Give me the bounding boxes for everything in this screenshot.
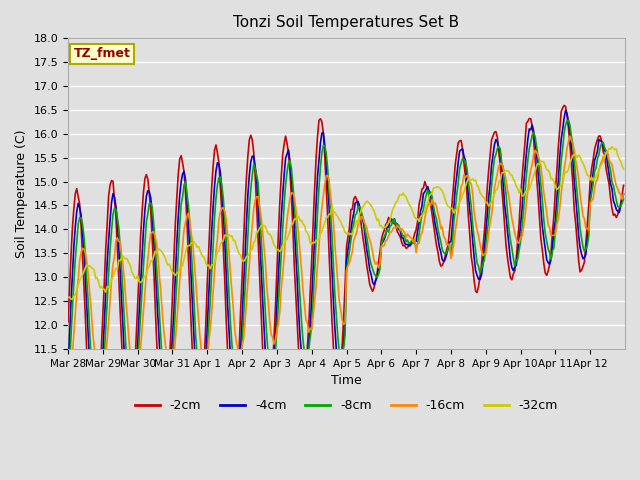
- Y-axis label: Soil Temperature (C): Soil Temperature (C): [15, 129, 28, 258]
- X-axis label: Time: Time: [331, 374, 362, 387]
- Text: TZ_fmet: TZ_fmet: [74, 48, 131, 60]
- Legend: -2cm, -4cm, -8cm, -16cm, -32cm: -2cm, -4cm, -8cm, -16cm, -32cm: [130, 394, 563, 417]
- Title: Tonzi Soil Temperatures Set B: Tonzi Soil Temperatures Set B: [234, 15, 460, 30]
